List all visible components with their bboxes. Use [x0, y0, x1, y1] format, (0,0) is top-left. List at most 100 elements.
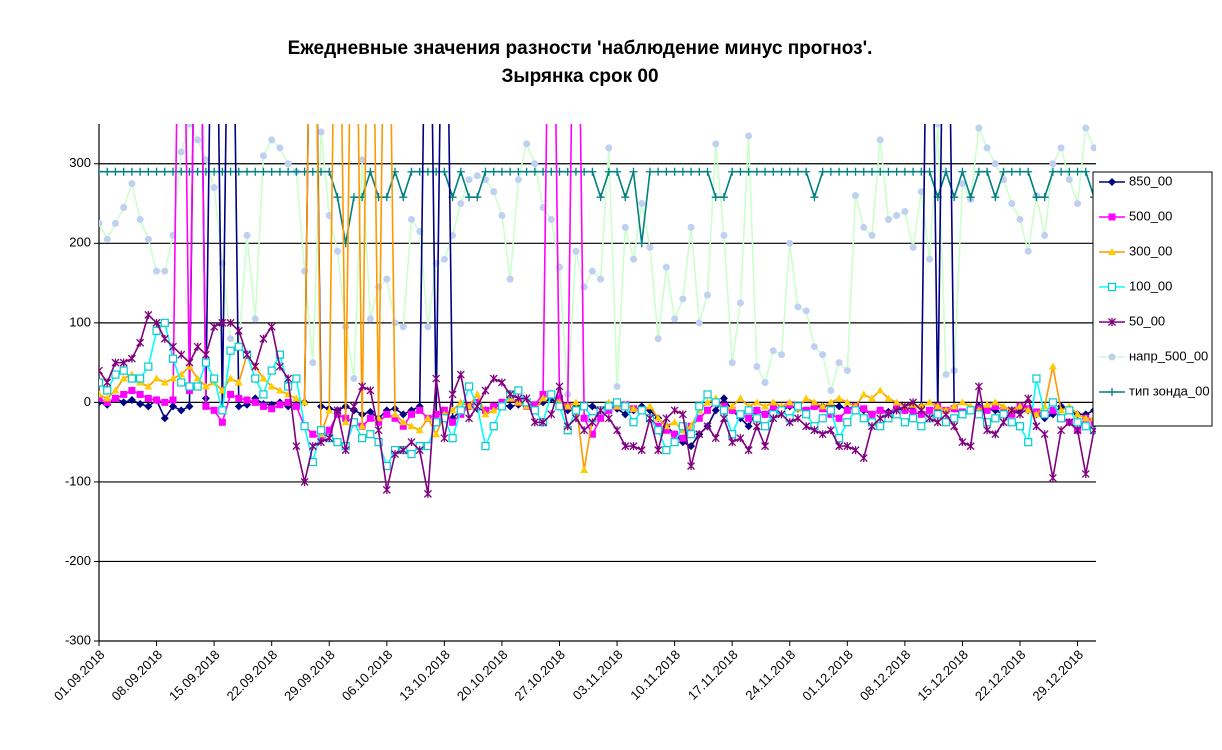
marker — [604, 402, 613, 411]
marker — [111, 167, 120, 176]
marker — [119, 374, 128, 382]
marker — [275, 167, 284, 176]
marker — [169, 342, 177, 351]
marker — [547, 215, 555, 223]
marker — [308, 167, 317, 176]
marker — [498, 211, 506, 219]
marker — [703, 167, 712, 176]
marker — [1016, 410, 1024, 419]
marker — [654, 414, 663, 422]
marker — [736, 410, 745, 419]
series — [99, 310, 1096, 498]
marker — [127, 374, 136, 383]
marker — [144, 167, 153, 176]
marker — [704, 291, 712, 299]
marker — [933, 410, 942, 419]
marker — [99, 219, 103, 227]
marker — [440, 255, 448, 263]
marker — [160, 334, 169, 343]
marker — [1015, 167, 1024, 176]
marker — [752, 422, 761, 431]
marker — [900, 402, 909, 411]
series — [99, 167, 1096, 248]
legend-marker — [1107, 282, 1117, 292]
marker — [950, 422, 959, 431]
marker — [941, 167, 950, 176]
marker — [160, 318, 169, 327]
marker — [588, 267, 596, 275]
marker — [456, 370, 465, 379]
marker — [473, 402, 482, 411]
marker — [341, 446, 350, 455]
marker — [991, 414, 1000, 423]
marker — [975, 124, 983, 132]
y-tick-label: -300 — [65, 632, 91, 647]
marker — [753, 406, 761, 414]
marker — [153, 267, 161, 275]
y-tick-label: 300 — [69, 155, 91, 170]
marker — [852, 192, 860, 200]
marker — [391, 450, 399, 459]
marker — [243, 231, 251, 239]
marker — [563, 422, 572, 431]
marker — [851, 406, 860, 415]
marker — [111, 386, 120, 394]
marker — [128, 386, 136, 394]
marker — [637, 239, 646, 248]
marker — [1073, 426, 1082, 435]
marker — [687, 167, 696, 176]
marker — [900, 167, 909, 176]
marker — [876, 406, 884, 414]
marker — [744, 422, 753, 431]
marker — [1057, 144, 1065, 152]
marker — [711, 434, 720, 443]
marker — [218, 418, 226, 426]
marker — [867, 167, 876, 176]
marker — [111, 394, 119, 402]
marker — [695, 414, 703, 422]
marker — [267, 167, 276, 176]
marker — [1057, 414, 1066, 423]
marker — [1040, 410, 1049, 419]
marker — [662, 414, 671, 423]
marker — [818, 430, 827, 439]
marker — [227, 390, 235, 398]
marker — [571, 167, 580, 176]
marker — [662, 446, 671, 455]
marker — [645, 414, 654, 423]
marker — [523, 140, 531, 148]
marker — [645, 167, 654, 176]
marker — [309, 359, 317, 367]
marker — [465, 193, 474, 202]
marker — [136, 338, 145, 347]
marker — [662, 426, 670, 434]
marker — [259, 167, 268, 176]
marker — [703, 398, 712, 406]
marker — [300, 477, 309, 486]
marker — [119, 358, 128, 367]
marker — [547, 167, 556, 176]
marker — [621, 442, 630, 451]
marker — [522, 167, 531, 176]
marker — [317, 438, 325, 447]
marker — [958, 398, 967, 406]
marker — [719, 406, 729, 415]
marker — [1074, 200, 1082, 208]
marker — [719, 414, 728, 423]
marker — [1049, 406, 1057, 414]
marker — [292, 402, 300, 410]
marker — [506, 390, 515, 399]
marker — [892, 398, 901, 406]
marker — [621, 410, 630, 419]
marker — [1082, 124, 1090, 132]
marker — [342, 323, 350, 331]
marker — [103, 394, 112, 402]
marker — [481, 442, 490, 451]
marker — [292, 167, 301, 176]
legend-label: 100_00 — [1129, 278, 1172, 293]
marker — [580, 402, 589, 411]
marker — [456, 406, 465, 415]
marker — [876, 414, 885, 423]
marker — [539, 394, 548, 402]
marker — [744, 446, 753, 455]
